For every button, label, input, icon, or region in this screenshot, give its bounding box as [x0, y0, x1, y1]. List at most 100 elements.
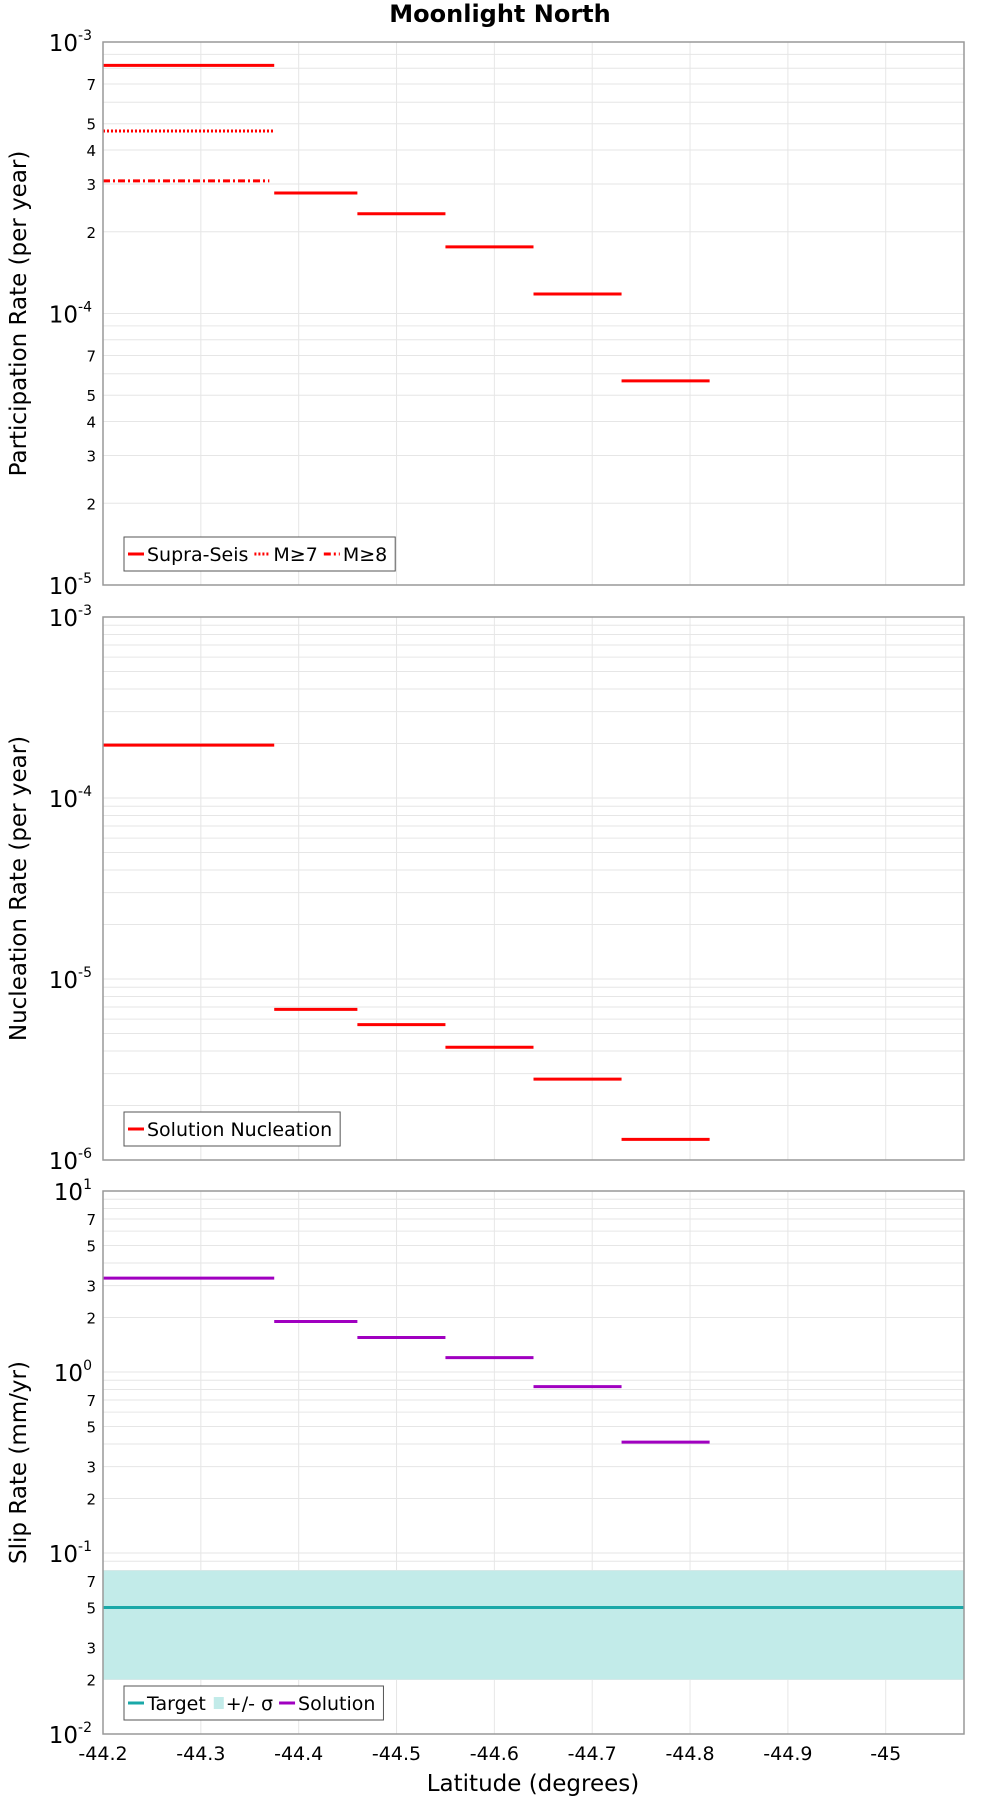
y-minor-tick-label: 5: [86, 1418, 96, 1436]
y-tick-label: 10-4: [49, 784, 92, 813]
y-tick-base: 10: [54, 1180, 83, 1206]
y-minor-tick-label: 5: [86, 1237, 96, 1255]
y-tick-label: 10-6: [49, 1146, 92, 1175]
x-tick-label: -44.3: [176, 1743, 225, 1765]
legend-box: [123, 1111, 341, 1147]
legend-item: Solution Nucleation: [128, 1119, 332, 1141]
y-tick-exponent: 1: [83, 1177, 92, 1193]
x-tick-label: -44.2: [78, 1743, 127, 1765]
y-tick-label: 10-4: [49, 300, 92, 329]
x-axis-label: Latitude (degrees): [427, 1771, 640, 1797]
y-minor-tick-label: 2: [86, 1310, 96, 1328]
y-tick-exponent: -5: [78, 571, 92, 587]
y-tick-label: 10-3: [49, 28, 92, 57]
legend-label: +/- σ: [226, 1693, 273, 1715]
y-tick-base: 10: [49, 1723, 78, 1749]
y-axis-label: Slip Rate (mm/yr): [6, 1361, 32, 1564]
plot-border: [102, 41, 965, 586]
y-minor-tick-label: 4: [86, 414, 96, 432]
legend-item: Supra-Seis: [128, 544, 248, 566]
y-tick-base: 10: [49, 787, 78, 813]
x-tick-label: -44.8: [665, 1743, 714, 1765]
y-minor-tick-label: 4: [86, 142, 96, 160]
y-minor-tick-label: 3: [86, 176, 96, 194]
y-tick-base: 10: [49, 1149, 78, 1175]
legend-swatch: [213, 1697, 224, 1709]
y-minor-tick-label: 7: [86, 1211, 96, 1229]
y-axis-label: Nucleation Rate (per year): [6, 736, 32, 1041]
y-minor-tick-label: 7: [86, 76, 96, 94]
y-minor-tick-label: 5: [86, 1599, 96, 1617]
y-minor-tick-label: 7: [86, 1392, 96, 1410]
y-minor-tick-label: 2: [86, 1491, 96, 1509]
y-tick-label: 10-5: [49, 571, 92, 600]
y-minor-tick-label: 2: [86, 224, 96, 242]
legend-label: Solution: [298, 1693, 375, 1715]
y-minor-tick-label: 3: [86, 1278, 96, 1296]
x-tick-label: -44.4: [274, 1743, 323, 1765]
y-tick-label: 10-2: [49, 1720, 92, 1749]
x-tick-label: -44.6: [470, 1743, 519, 1765]
y-tick-label: 10-1: [49, 1539, 92, 1568]
y-tick-exponent: -6: [78, 1146, 92, 1162]
y-tick-base: 10: [49, 968, 78, 994]
y-minor-tick-label: 7: [86, 348, 96, 366]
series-supra-seis: [103, 63, 710, 383]
y-tick-exponent: -3: [78, 28, 92, 44]
y-tick-exponent: 0: [83, 1358, 92, 1374]
legend-item: M≥7: [254, 544, 318, 566]
y-minor-tick-label: 3: [86, 1459, 96, 1477]
x-tick-label: -44.5: [372, 1743, 421, 1765]
plot-border: [102, 1190, 965, 1735]
y-tick-label: 10-3: [49, 603, 92, 632]
y-minor-tick-label: 3: [86, 1640, 96, 1658]
y-tick-exponent: -1: [78, 1539, 92, 1555]
y-minor-tick-label: 2: [86, 1672, 96, 1690]
series-solution: [103, 1276, 710, 1444]
y-minor-tick-label: 2: [86, 495, 96, 513]
legend: Solution Nucleation: [123, 1111, 341, 1147]
legend-item: M≥8: [323, 544, 387, 566]
figure-title: Moonlight North: [389, 0, 610, 28]
y-tick-base: 10: [54, 1361, 83, 1387]
legend-label: M≥7: [273, 544, 317, 566]
y-tick-base: 10: [49, 606, 78, 632]
y-tick-exponent: -2: [78, 1720, 92, 1736]
y-tick-base: 10: [49, 1542, 78, 1568]
gridlines: [102, 42, 964, 585]
y-tick-label: 101: [54, 1177, 92, 1206]
x-tick-labels: -44.2 -44.3 -44.4 -44.5 -44.6 -44.7 -44.8 -44.9…: [78, 1743, 901, 1765]
y-tick-label: 10-5: [49, 965, 92, 994]
x-tick-label: -45: [870, 1743, 901, 1765]
y-tick-base: 10: [49, 574, 78, 600]
y-axis-label: Participation Rate (per year): [6, 151, 32, 477]
y-tick-exponent: -5: [78, 965, 92, 981]
legend-item: Target: [128, 1693, 206, 1715]
x-tick-label: -44.9: [763, 1743, 812, 1765]
y-tick-label: 100: [54, 1358, 92, 1387]
y-tick-base: 10: [49, 303, 78, 329]
y-minor-tick-label: 5: [86, 116, 96, 134]
legend-label: Solution Nucleation: [147, 1119, 332, 1141]
legend: Target +/- σ Solution: [123, 1685, 384, 1721]
y-minor-tick-label: 5: [86, 387, 96, 405]
sigma-band: [103, 1570, 964, 1680]
y-tick-exponent: -3: [78, 603, 92, 619]
series-solution-nucleation: [103, 743, 710, 1141]
y-minor-tick-label: 7: [86, 1573, 96, 1591]
plot-area: [103, 617, 964, 1160]
legend-item: +/- σ: [213, 1693, 273, 1715]
legend-label: M≥8: [343, 544, 387, 566]
legend-label: Target: [146, 1693, 206, 1715]
plot-border: [102, 616, 965, 1161]
x-tick-label: -44.7: [568, 1743, 617, 1765]
legend: Supra-Seis M≥7 M≥8: [123, 536, 396, 572]
y-tick-base: 10: [49, 31, 78, 57]
y-minor-tick-label: 3: [86, 447, 96, 465]
legend-item: Solution: [279, 1693, 375, 1715]
legend-label: Supra-Seis: [147, 544, 248, 566]
